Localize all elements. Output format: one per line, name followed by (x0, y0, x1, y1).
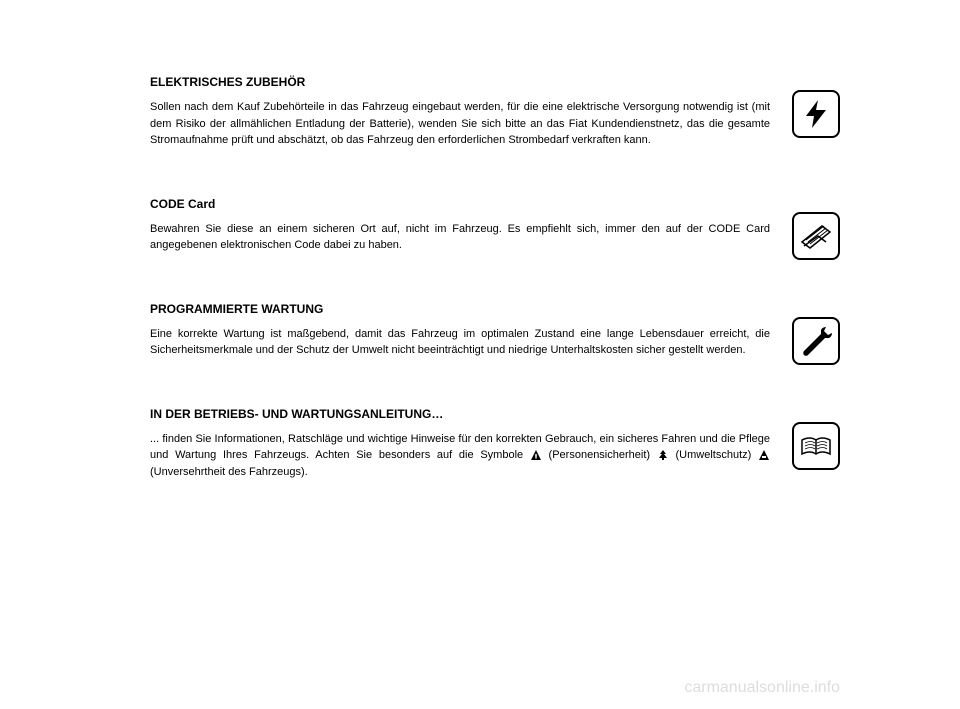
text-part-2: (Personensicherheit) (542, 449, 657, 461)
section-text: Sollen nach dem Kauf Zubehörteile in das… (150, 99, 840, 149)
section-maintenance: PROGRAMMIERTE WARTUNG Eine korrekte Wart… (150, 302, 840, 359)
triangle-person-icon (530, 449, 542, 461)
book-icon (792, 422, 840, 470)
watermark: carmanualsonline.info (684, 679, 840, 697)
section-manual: IN DER BETRIEBS- UND WARTUNGSANLEITUNG… … (150, 407, 840, 481)
triangle-car-icon (758, 449, 770, 461)
section-title: CODE Card (150, 197, 840, 211)
tree-icon (657, 449, 669, 461)
section-text: Eine korrekte Wartung ist maßgebend, dam… (150, 326, 840, 359)
text-part-4: (Unversehrtheit des Fahrzeugs). (150, 466, 308, 478)
section-code-card: CODE Card Bewahren Sie diese an einem si… (150, 197, 840, 254)
card-icon (792, 212, 840, 260)
section-text: Bewahren Sie diese an einem sicheren Ort… (150, 221, 840, 254)
section-text: ... finden Sie Informationen, Ratschläge… (150, 431, 840, 481)
lightning-icon (792, 90, 840, 138)
section-title: IN DER BETRIEBS- UND WARTUNGSANLEITUNG… (150, 407, 840, 421)
section-title: PROGRAMMIERTE WARTUNG (150, 302, 840, 316)
wrench-icon (792, 317, 840, 365)
text-part-3: (Umweltschutz) (669, 449, 758, 461)
section-title: ELEKTRISCHES ZUBEHÖR (150, 75, 840, 89)
section-electrical: ELEKTRISCHES ZUBEHÖR Sollen nach dem Kau… (150, 75, 840, 149)
